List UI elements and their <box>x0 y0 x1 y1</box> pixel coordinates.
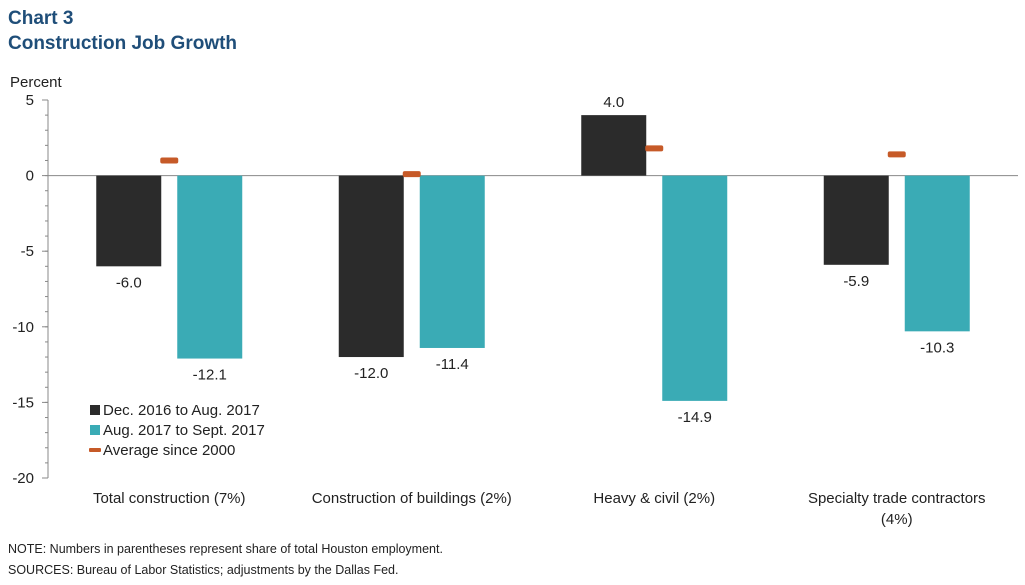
data-label: -11.4 <box>436 356 469 373</box>
y-tick-label: 5 <box>26 92 34 109</box>
y-axis-label: Percent <box>10 74 62 91</box>
x-tick-label: Specialty trade contractors <box>808 490 986 507</box>
data-label: -12.1 <box>193 367 227 384</box>
x-tick-label: Heavy & civil (2%) <box>593 490 715 507</box>
x-tick-label: (4%) <box>881 511 913 528</box>
x-tick-label: Total construction (7%) <box>93 490 246 507</box>
bar <box>662 175 728 401</box>
sources-text: SOURCES: Bureau of Labor Statistics; adj… <box>8 563 399 577</box>
average-marker <box>645 145 664 152</box>
y-tick-label: 0 <box>26 168 34 185</box>
average-marker <box>887 151 906 158</box>
bar <box>823 175 889 265</box>
legend-label: Dec. 2016 to Aug. 2017 <box>103 402 260 419</box>
chart-name: Construction Job Growth <box>8 33 238 54</box>
legend-swatch <box>90 405 100 415</box>
data-label: -10.3 <box>920 339 954 356</box>
y-tick-label: -15 <box>12 394 34 411</box>
average-marker <box>160 157 179 164</box>
legend-average-swatch <box>89 448 101 452</box>
data-label: -6.0 <box>116 274 142 291</box>
legend-label: Average since 2000 <box>103 442 235 459</box>
bar <box>581 115 647 176</box>
note-text: NOTE: Numbers in parentheses represent s… <box>8 542 443 556</box>
y-tick-label: -20 <box>12 470 34 487</box>
y-tick-label: -10 <box>12 319 34 336</box>
bar <box>904 175 970 332</box>
chart-title: Chart 3 Construction Job Growth <box>8 6 237 56</box>
data-label: 4.0 <box>603 94 624 111</box>
bar-chart: 5 0 -5 -10 -15 -20 -6.0 -12.1 Total construction… <box>12 92 1018 528</box>
x-tick-label: Construction of buildings (2%) <box>312 490 512 507</box>
data-label: -12.0 <box>354 365 388 382</box>
bar <box>338 175 404 358</box>
bar <box>177 175 243 359</box>
bar <box>96 175 162 267</box>
data-label: -5.9 <box>843 273 869 290</box>
y-tick-label: -5 <box>21 243 34 260</box>
data-label: -14.9 <box>678 409 712 426</box>
bar <box>419 175 485 348</box>
average-marker <box>402 171 421 178</box>
legend-swatch <box>90 425 100 435</box>
legend-label: Aug. 2017 to Sept. 2017 <box>103 422 265 439</box>
chart-number: Chart 3 <box>8 8 74 29</box>
